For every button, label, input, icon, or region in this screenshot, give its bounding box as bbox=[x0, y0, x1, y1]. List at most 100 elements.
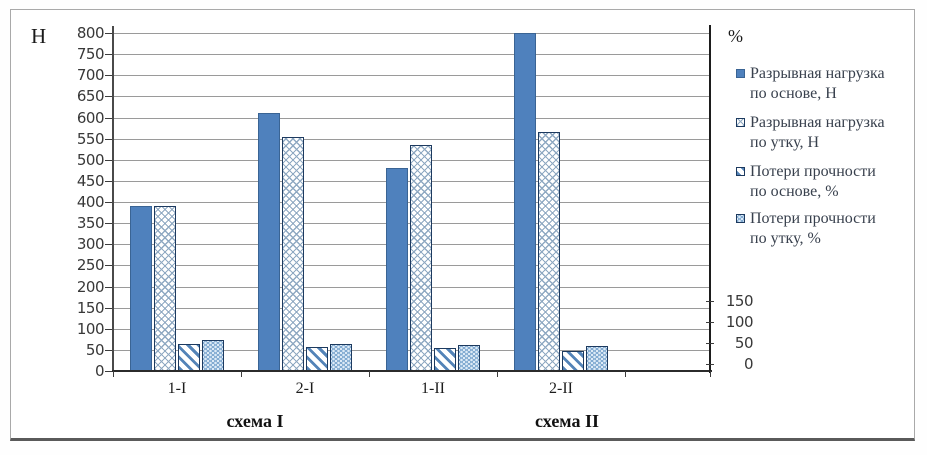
x-axis-tick bbox=[710, 371, 711, 377]
x-axis-category-label: 1-II bbox=[421, 380, 445, 397]
bar-razryv-osnova-1-II bbox=[386, 168, 408, 371]
x-axis-tick bbox=[497, 371, 498, 377]
right-axis-tick bbox=[706, 342, 714, 344]
bar-poteri-utok-1-I bbox=[202, 340, 224, 371]
y-axis-tick-label: 500 bbox=[76, 150, 105, 169]
legend-entry-label: Разрывная нагрузка по основе, Н bbox=[750, 64, 927, 104]
x-axis-tick bbox=[625, 371, 626, 377]
y-axis-tick-label: 650 bbox=[76, 87, 105, 106]
right-axis-line bbox=[708, 25, 711, 373]
legend-entry-label: Потери прочности по утку, % bbox=[750, 209, 927, 249]
x-axis-tick bbox=[369, 371, 370, 377]
gridline bbox=[113, 33, 710, 34]
right-axis-tick-label: 0 bbox=[743, 355, 754, 373]
gridline bbox=[113, 138, 710, 140]
y-axis-tick-label: 400 bbox=[76, 193, 105, 211]
legend-label-line2: по утку, Н bbox=[750, 134, 820, 151]
bar-poteri-utok-2-II bbox=[586, 345, 608, 371]
right-axis-tick bbox=[706, 300, 714, 302]
y-axis-tick-label: 200 bbox=[76, 277, 105, 296]
y-axis-tick bbox=[105, 371, 113, 372]
y-axis-tick bbox=[105, 265, 113, 267]
y-axis-tick bbox=[105, 349, 113, 351]
legend-label-line1: Потери прочности bbox=[750, 210, 876, 227]
right-axis-tick-label: 150 bbox=[725, 291, 754, 310]
y-axis-tick-label: 800 bbox=[76, 24, 105, 42]
y-axis-tick bbox=[105, 159, 113, 161]
left-axis-title: Н bbox=[31, 24, 47, 48]
x-axis-category-label: 2-II bbox=[549, 380, 573, 397]
y-axis-tick bbox=[105, 96, 113, 98]
x-axis-category-label: 2-I bbox=[295, 380, 315, 397]
y-axis-tick bbox=[105, 286, 113, 288]
y-axis-tick-label: 600 bbox=[76, 108, 105, 127]
y-axis-tick-label: 0 bbox=[94, 362, 105, 380]
bar-poteri-osnova-2-II bbox=[562, 351, 584, 371]
y-axis-tick bbox=[105, 307, 113, 309]
y-axis-tick bbox=[105, 223, 113, 225]
group-label: схема II bbox=[535, 411, 599, 431]
bar-razryv-utok-1-I bbox=[154, 206, 176, 371]
y-axis-tick bbox=[105, 54, 113, 56]
right-axis-tick bbox=[706, 321, 714, 323]
y-axis-tick-label: 150 bbox=[76, 298, 105, 317]
bar-razryv-osnova-2-II bbox=[514, 33, 536, 371]
group-label: схема I bbox=[226, 411, 284, 431]
right-axis-tick bbox=[706, 364, 714, 365]
legend-entry: Потери прочности по основе, % bbox=[736, 162, 926, 206]
y-axis-tick bbox=[105, 117, 113, 119]
y-axis-tick bbox=[105, 202, 113, 203]
bar-razryv-osnova-1-I bbox=[130, 206, 152, 371]
bar-razryv-osnova-2-I bbox=[258, 113, 280, 371]
legend-label-line2: по основе, % bbox=[750, 183, 839, 200]
y-axis-tick-label: 700 bbox=[76, 66, 105, 85]
x-axis-tick bbox=[241, 371, 242, 377]
legend-entry: Разрывная нагрузка по основе, Н bbox=[736, 64, 926, 108]
y-axis-tick-label: 550 bbox=[76, 129, 105, 148]
bar-poteri-osnova-2-I bbox=[306, 346, 328, 371]
legend-entry: Потери прочности по утку, % bbox=[736, 209, 926, 253]
legend-marker-dots-icon bbox=[736, 214, 745, 223]
bar-razryv-utok-2-I bbox=[282, 136, 304, 371]
gridline bbox=[113, 117, 710, 119]
x-axis-category-label: 1-I bbox=[167, 380, 187, 397]
bar-razryv-utok-1-II bbox=[410, 144, 432, 371]
right-axis-tick-label: 100 bbox=[725, 312, 754, 331]
legend-entry-label: Разрывная нагрузка по утку, Н bbox=[750, 113, 927, 153]
legend-marker-diag-icon bbox=[736, 167, 745, 176]
y-axis-tick bbox=[105, 180, 113, 182]
bar-poteri-utok-2-I bbox=[330, 343, 352, 371]
right-axis-tick-label: 50 bbox=[734, 333, 754, 352]
gridline bbox=[113, 54, 710, 56]
gridline bbox=[113, 96, 710, 98]
x-axis-line bbox=[112, 370, 712, 372]
legend-label-line1: Разрывная нагрузка bbox=[750, 65, 885, 82]
bar-razryv-utok-2-II bbox=[538, 132, 560, 371]
y-axis-tick bbox=[105, 244, 113, 246]
right-axis-title: % bbox=[728, 26, 743, 46]
legend-label-line2: по основе, Н bbox=[750, 85, 837, 102]
y-axis-tick bbox=[105, 33, 113, 34]
y-axis-tick-label: 250 bbox=[76, 256, 105, 275]
x-axis-tick bbox=[113, 371, 114, 377]
bar-poteri-utok-1-II bbox=[458, 344, 480, 371]
legend-entry-label: Потери прочности по основе, % bbox=[750, 162, 927, 202]
y-axis-tick bbox=[105, 75, 113, 77]
y-axis-tick-label: 100 bbox=[76, 319, 105, 338]
y-axis-tick bbox=[105, 328, 113, 330]
y-axis-tick-label: 750 bbox=[76, 45, 105, 64]
y-axis-tick-label: 300 bbox=[76, 235, 105, 254]
bar-poteri-osnova-1-I bbox=[178, 343, 200, 371]
legend-label-line2: по утку, % bbox=[750, 230, 821, 247]
y-axis-line bbox=[112, 26, 114, 372]
y-axis-tick-label: 50 bbox=[85, 340, 105, 359]
y-axis-tick-label: 450 bbox=[76, 171, 105, 190]
legend-marker-solid-icon bbox=[736, 69, 745, 78]
gridline bbox=[113, 75, 710, 77]
legend-entry: Разрывная нагрузка по утку, Н bbox=[736, 113, 926, 157]
y-axis-tick bbox=[105, 138, 113, 140]
legend-label-line1: Разрывная нагрузка bbox=[750, 114, 885, 131]
